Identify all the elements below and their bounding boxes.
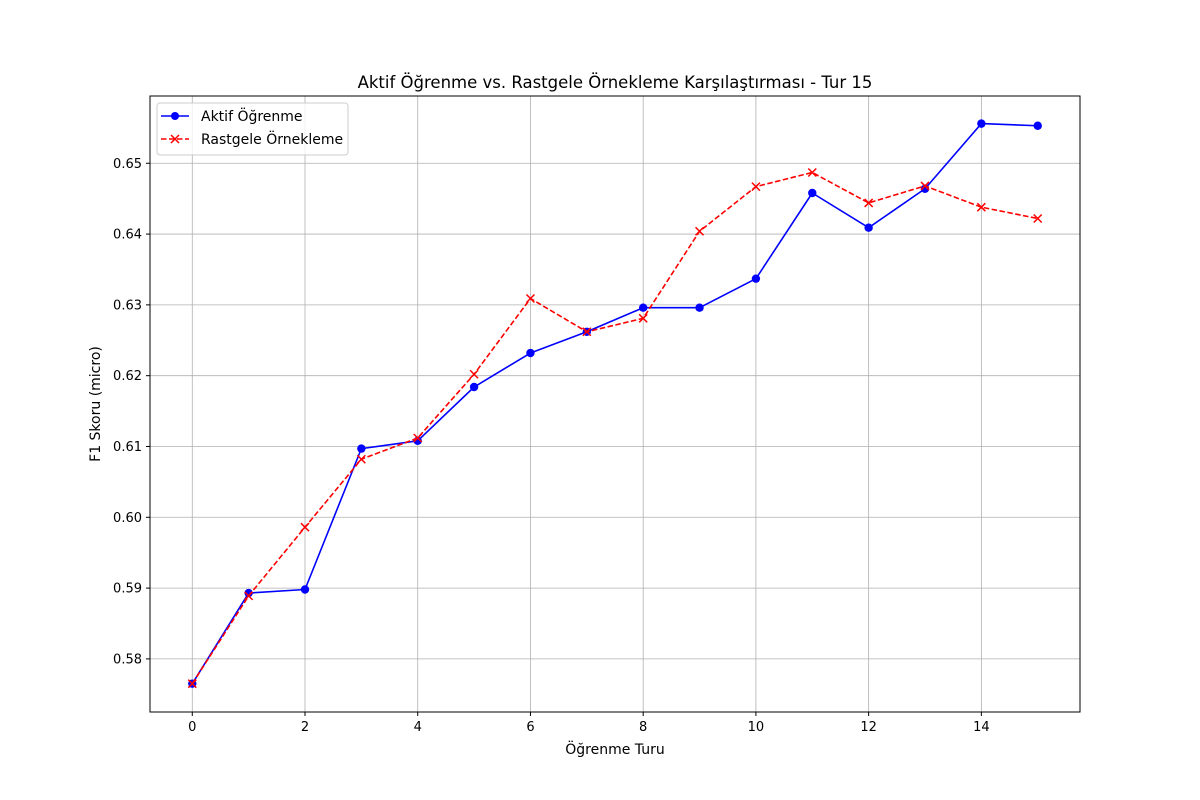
x-tick-label: 4 [414,720,422,735]
data-point [808,188,817,198]
data-point [638,303,648,312]
x-tick-label: 14 [973,720,990,735]
plot-frame [149,95,1081,713]
legend-item-aktif: Aktif Öğrenme [161,107,303,125]
data-point [469,382,479,392]
legend-item-rastgele: Rastgele Örnekleme [161,130,343,148]
data-point [356,454,366,464]
x-tick-label: 0 [188,720,196,735]
x-tick-label: 2 [301,720,309,735]
x-tick-label: 8 [639,720,647,735]
y-axis-label: F1 Skoru (micro) [88,346,104,462]
data-point [695,303,704,312]
grid [150,96,1080,712]
data-point [864,223,873,232]
data-point [751,182,761,192]
data-point [920,181,930,191]
data-point [977,119,986,128]
series-rastgele-ornekleme [187,167,1043,689]
y-tick-label: 0.63 [113,298,142,313]
legend-marker-aktif [171,112,179,120]
data-point [582,327,592,337]
data-point [1033,121,1042,130]
data-point [244,591,254,601]
y-tick-label: 0.60 [113,511,142,526]
data-point [807,167,817,177]
data-point [357,444,366,453]
series-layer [187,119,1043,689]
data-point [864,198,874,208]
data-point [300,522,310,532]
data-point [413,433,423,443]
axis-ticks: 0 2 4 6 8 10 12 14 0.58 0.59 0.60 0.61 0.62 0.63 0.64 0… [113,157,990,735]
y-tick-label: 0.58 [113,652,142,667]
data-point [526,348,535,358]
y-tick-label: 0.64 [113,228,142,243]
data-point [695,226,705,236]
data-point [244,588,253,598]
legend-label-rastgele: Rastgele Örnekleme [201,130,343,148]
y-tick-label: 0.62 [113,369,142,384]
series-aktif-ogrenme [188,119,1042,688]
series-line [191,171,1038,685]
y-tick-label: 0.59 [113,582,142,597]
x-axis-label: Öğrenme Turu [565,740,664,758]
data-point [300,585,310,594]
y-tick-label: 0.61 [113,440,142,455]
x-tick-label: 10 [748,720,765,735]
series-line [191,122,1038,685]
legend-box [156,102,349,156]
data-point [525,293,535,304]
chart-title: Aktif Öğrenme vs. Rastgele Örnekleme Kar… [358,73,873,92]
y-tick-label: 0.65 [113,157,142,172]
data-point [187,679,197,689]
legend: Aktif Öğrenme Rastgele Örnekleme [156,102,349,156]
legend-marker-rastgele [170,134,180,144]
data-point [751,274,761,283]
data-point [976,202,986,212]
x-tick-label: 6 [526,720,534,735]
data-point [1033,213,1043,224]
x-tick-label: 12 [860,720,877,735]
data-point [469,369,479,379]
legend-label-aktif: Aktif Öğrenme [201,107,303,125]
data-point [638,313,648,323]
